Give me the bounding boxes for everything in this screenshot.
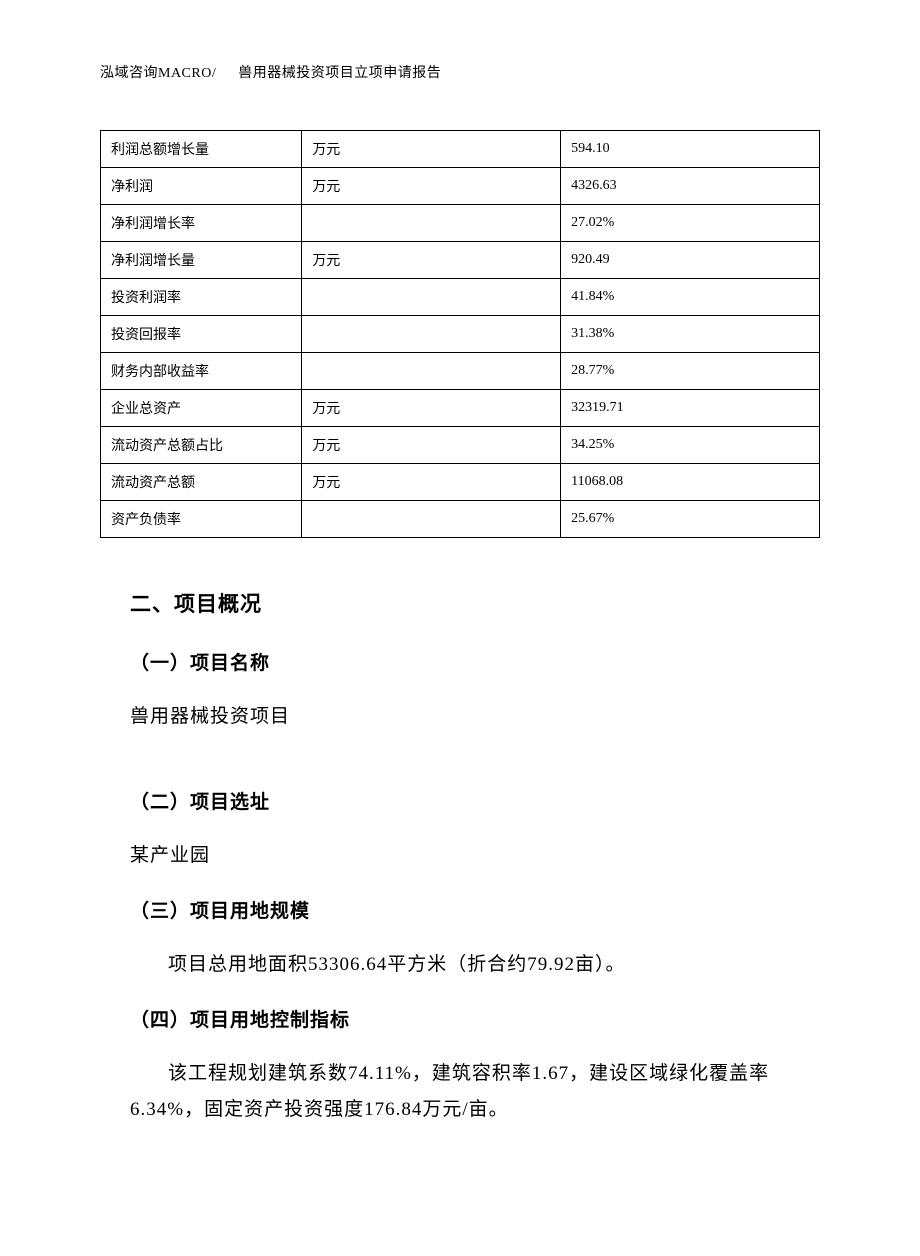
cell-name: 净利润: [101, 168, 302, 205]
document-page: 泓域咨询MACRO/ 兽用器械投资项目立项申请报告 利润总额增长量 万元 594…: [0, 0, 920, 1256]
document-body: 二、项目概况 （一）项目名称 兽用器械投资项目 （二）项目选址 某产业园 （三）…: [100, 588, 820, 1128]
cell-name: 流动资产总额占比: [101, 427, 302, 464]
cell-value: 920.49: [561, 242, 820, 279]
cell-name: 净利润增长量: [101, 242, 302, 279]
cell-value: 11068.08: [561, 464, 820, 501]
subsection-title-land-scale: （三）项目用地规模: [130, 896, 810, 923]
cell-unit: [302, 501, 561, 538]
cell-name: 资产负债率: [101, 501, 302, 538]
table-row: 投资利润率 41.84%: [101, 279, 820, 316]
cell-value: 4326.63: [561, 168, 820, 205]
subsection-title-name: （一）项目名称: [130, 648, 810, 675]
cell-value: 28.77%: [561, 353, 820, 390]
cell-name: 财务内部收益率: [101, 353, 302, 390]
cell-name: 企业总资产: [101, 390, 302, 427]
cell-name: 净利润增长率: [101, 205, 302, 242]
spacer: [130, 763, 810, 787]
table-row: 净利润增长率 27.02%: [101, 205, 820, 242]
table-row: 净利润增长量 万元 920.49: [101, 242, 820, 279]
table-row: 利润总额增长量 万元 594.10: [101, 131, 820, 168]
cell-unit: 万元: [302, 427, 561, 464]
cell-unit: [302, 205, 561, 242]
cell-unit: 万元: [302, 131, 561, 168]
subsection-title-location: （二）项目选址: [130, 787, 810, 814]
cell-value: 27.02%: [561, 205, 820, 242]
land-scale-text: 项目总用地面积53306.64平方米（折合约79.92亩）。: [130, 947, 810, 983]
section-title-overview: 二、项目概况: [130, 588, 810, 618]
cell-unit: 万元: [302, 390, 561, 427]
table-row: 财务内部收益率 28.77%: [101, 353, 820, 390]
page-header: 泓域咨询MACRO/ 兽用器械投资项目立项申请报告: [100, 62, 820, 82]
cell-value: 41.84%: [561, 279, 820, 316]
table-row: 企业总资产 万元 32319.71: [101, 390, 820, 427]
table-body: 利润总额增长量 万元 594.10 净利润 万元 4326.63 净利润增长率 …: [101, 131, 820, 538]
project-location-text: 某产业园: [130, 838, 810, 874]
table-row: 净利润 万元 4326.63: [101, 168, 820, 205]
table-row: 流动资产总额占比 万元 34.25%: [101, 427, 820, 464]
cell-value: 32319.71: [561, 390, 820, 427]
header-company: 泓域咨询MACRO/: [100, 66, 216, 81]
cell-unit: 万元: [302, 168, 561, 205]
cell-unit: [302, 316, 561, 353]
cell-value: 25.67%: [561, 501, 820, 538]
cell-unit: [302, 353, 561, 390]
header-doc-title: 兽用器械投资项目立项申请报告: [238, 66, 441, 81]
cell-name: 投资回报率: [101, 316, 302, 353]
land-control-text: 该工程规划建筑系数74.11%，建筑容积率1.67，建设区域绿化覆盖率6.34%…: [130, 1056, 810, 1128]
cell-unit: [302, 279, 561, 316]
cell-name: 流动资产总额: [101, 464, 302, 501]
subsection-title-land-control: （四）项目用地控制指标: [130, 1005, 810, 1032]
table-row: 投资回报率 31.38%: [101, 316, 820, 353]
table-row: 流动资产总额 万元 11068.08: [101, 464, 820, 501]
cell-value: 594.10: [561, 131, 820, 168]
cell-name: 利润总额增长量: [101, 131, 302, 168]
cell-value: 31.38%: [561, 316, 820, 353]
cell-name: 投资利润率: [101, 279, 302, 316]
project-name-text: 兽用器械投资项目: [130, 699, 810, 735]
cell-value: 34.25%: [561, 427, 820, 464]
financial-indicators-table: 利润总额增长量 万元 594.10 净利润 万元 4326.63 净利润增长率 …: [100, 130, 820, 538]
cell-unit: 万元: [302, 242, 561, 279]
cell-unit: 万元: [302, 464, 561, 501]
table-row: 资产负债率 25.67%: [101, 501, 820, 538]
